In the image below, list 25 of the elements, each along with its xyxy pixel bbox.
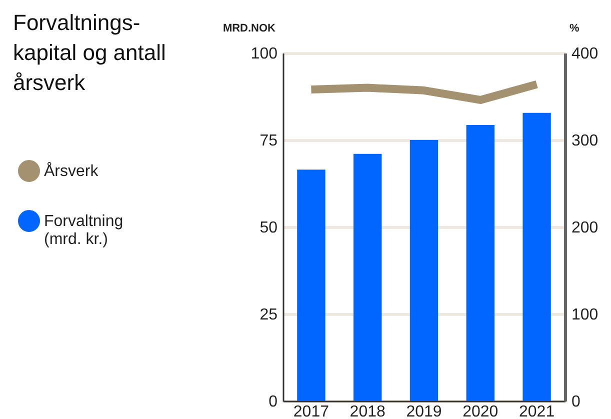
y2-tick-label: 300 [572,132,598,150]
y2-axis-title: % [570,22,580,34]
text: Forvaltnings-kapital og antall årsverk [13,10,166,95]
y-tick-label: 0 [268,394,278,410]
legend-label: Forvaltning (mrd. kr.) [44,213,124,248]
y2-tick-label: 200 [572,220,598,236]
y2-tick-label: 0 [572,394,580,410]
bar [466,125,494,401]
legend-label: Årsverk [44,162,100,180]
x-tick-label: 2020 [462,404,498,419]
bar [297,170,326,401]
bar [354,154,382,401]
bar [410,140,438,401]
x-tick-label: 2018 [350,404,386,419]
bar [522,112,551,401]
y-tick-label: 50 [260,220,278,236]
y-tick-label: 25 [260,306,278,324]
x-tick-label: 2017 [293,404,330,419]
y2-tick-label: 100 [572,306,598,324]
x-tick-label: 2019 [406,404,442,419]
y-axis-title: MRD.NOK [222,22,276,34]
x-tick-label: 2021 [519,404,555,419]
y-tick-label: 75 [260,132,278,150]
y2-tick-label: 400 [572,46,598,62]
y-tick-label: 100 [250,46,278,62]
